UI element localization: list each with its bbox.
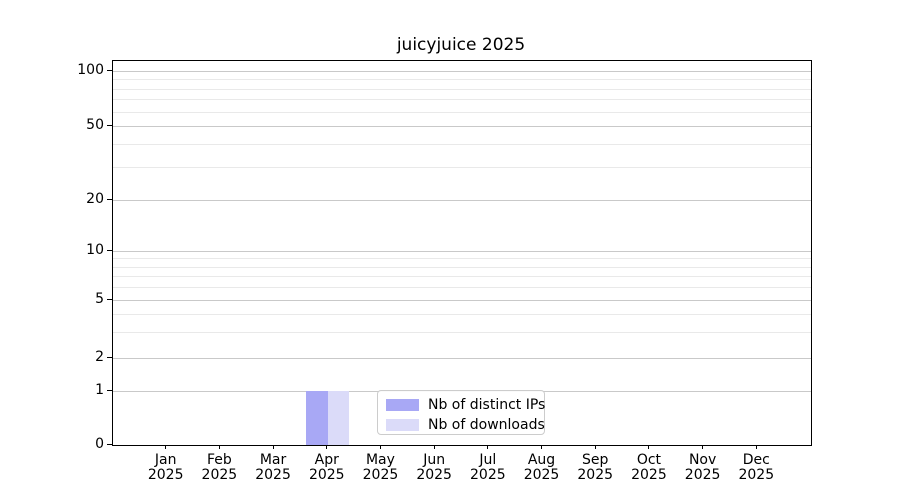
x-tick-month: Mar [259,452,287,468]
minor-gridline [113,276,811,278]
x-tick-year: 2025 [738,467,775,483]
x-tick-year: 2025 [631,467,667,483]
legend-label-downloads: Nb of downloads [428,416,545,433]
legend-label-distinct-ips: Nb of distinct IPs [428,396,546,413]
y-tick-mark [107,390,112,391]
minor-gridline [113,287,811,289]
x-tick-month: Sep [582,452,609,468]
legend: Nb of distinct IPs Nb of downloads [377,390,545,435]
major-gridline [113,251,811,252]
x-tick-label: Jan 2025 [130,453,202,483]
x-tick-label: Oct 2025 [613,453,685,483]
x-tick-label: Jun 2025 [398,453,470,483]
legend-item-distinct-ips: Nb of distinct IPs [386,396,545,413]
x-tick-month: Oct [636,452,662,468]
x-tick-mark [702,445,704,449]
major-gridline [113,200,811,201]
minor-gridline [113,266,811,268]
x-tick-month: Nov [688,452,717,468]
y-tick-mark [107,125,112,126]
y-tick-label: 5 [95,291,104,307]
y-tick-label: 1 [95,382,104,398]
x-tick-month: Feb [206,452,232,468]
chart-title: juicyjuice 2025 [396,35,526,55]
x-tick-mark [379,445,381,449]
x-tick-year: 2025 [362,467,399,483]
major-gridline [113,358,811,359]
major-gridline [113,300,811,301]
x-tick-label: Jul 2025 [452,453,524,483]
x-tick-mark [648,445,650,449]
x-tick-month: Aug [527,452,556,468]
y-tick-label: 50 [86,117,104,133]
x-tick-month: Dec [742,452,770,468]
plot-area [112,60,812,446]
y-tick-mark [107,250,112,251]
x-tick-mark [165,445,167,449]
x-tick-year: 2025 [255,467,291,483]
legend-item-downloads: Nb of downloads [386,416,545,433]
minor-gridline [113,258,811,260]
x-tick-label: Apr 2025 [291,453,363,483]
x-tick-year: 2025 [470,467,506,483]
x-tick-label: Feb 2025 [183,453,255,483]
x-tick-year: 2025 [147,467,184,483]
x-tick-month: May [365,452,395,468]
y-tick-label: 0 [95,436,104,452]
x-tick-year: 2025 [201,467,238,483]
x-tick-month: Apr [314,452,339,468]
x-tick-year: 2025 [523,467,560,483]
x-tick-mark [326,445,328,449]
legend-swatch-distinct-ips [386,398,419,411]
minor-gridline [113,167,811,169]
minor-gridline [113,144,811,146]
x-tick-mark [594,445,596,449]
x-tick-mark [218,445,220,449]
y-tick-mark [107,357,112,358]
y-tick-mark [107,70,112,71]
minor-gridline [113,88,811,90]
x-tick-mark [433,445,435,449]
x-tick-month: Jun [423,452,446,468]
bar-downloads [327,391,350,445]
y-tick-label: 2 [95,349,104,365]
minor-gridline [113,332,811,334]
x-tick-year: 2025 [308,467,345,483]
x-tick-year: 2025 [577,467,614,483]
minor-gridline [113,314,811,316]
major-gridline [113,71,811,72]
x-tick-year: 2025 [684,467,721,483]
minor-gridline [113,99,811,101]
y-tick-label: 20 [86,191,104,207]
x-tick-label: Mar 2025 [237,453,309,483]
major-gridline [113,126,811,127]
x-tick-label: Aug 2025 [506,453,578,483]
y-tick-mark [107,299,112,300]
x-tick-month: Jan [154,452,177,468]
bar-distinct-ips [306,391,328,445]
legend-swatch-downloads [386,418,419,431]
x-tick-mark [272,445,274,449]
minor-gridline [113,79,811,81]
x-tick-month: Jul [479,452,497,468]
x-tick-label: Nov 2025 [667,453,739,483]
y-tick-mark [107,199,112,200]
y-tick-label: 100 [77,62,104,78]
x-tick-mark [755,445,757,449]
y-tick-mark [107,444,112,445]
x-tick-label: Sep 2025 [559,453,631,483]
x-tick-year: 2025 [416,467,452,483]
x-tick-mark [487,445,489,449]
x-tick-label: Dec 2025 [720,453,792,483]
y-tick-label: 10 [86,242,104,258]
minor-gridline [113,111,811,113]
x-tick-label: May 2025 [344,453,416,483]
x-tick-mark [541,445,543,449]
